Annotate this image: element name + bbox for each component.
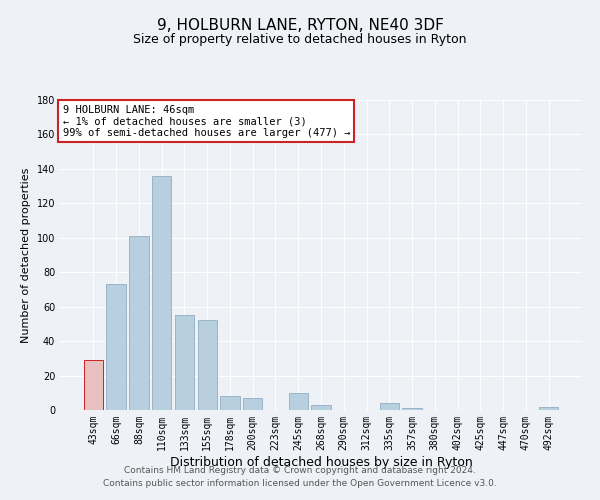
Bar xyxy=(243,398,262,410)
Y-axis label: Number of detached properties: Number of detached properties xyxy=(21,168,31,342)
Bar xyxy=(129,236,149,410)
Text: Contains HM Land Registry data © Crown copyright and database right 2024.
Contai: Contains HM Land Registry data © Crown c… xyxy=(103,466,497,487)
Bar xyxy=(220,396,239,410)
Text: Size of property relative to detached houses in Ryton: Size of property relative to detached ho… xyxy=(133,32,467,46)
Bar xyxy=(289,393,308,410)
Bar xyxy=(403,408,422,410)
Bar xyxy=(152,176,172,410)
Bar xyxy=(311,405,331,410)
Text: 9, HOLBURN LANE, RYTON, NE40 3DF: 9, HOLBURN LANE, RYTON, NE40 3DF xyxy=(157,18,443,32)
Bar xyxy=(380,403,399,410)
Bar xyxy=(197,320,217,410)
Text: 9 HOLBURN LANE: 46sqm
← 1% of detached houses are smaller (3)
99% of semi-detach: 9 HOLBURN LANE: 46sqm ← 1% of detached h… xyxy=(62,104,350,138)
Bar xyxy=(539,406,558,410)
Bar xyxy=(84,360,103,410)
X-axis label: Distribution of detached houses by size in Ryton: Distribution of detached houses by size … xyxy=(170,456,472,468)
Bar xyxy=(106,284,126,410)
Bar xyxy=(175,316,194,410)
